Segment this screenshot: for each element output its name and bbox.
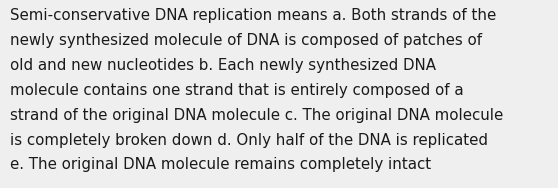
Text: newly synthesized molecule of DNA is composed of patches of: newly synthesized molecule of DNA is com… <box>10 33 482 48</box>
Text: molecule contains one strand that is entirely composed of a: molecule contains one strand that is ent… <box>10 83 464 98</box>
Text: e. The original DNA molecule remains completely intact: e. The original DNA molecule remains com… <box>10 157 431 172</box>
Text: old and new nucleotides b. Each newly synthesized DNA: old and new nucleotides b. Each newly sy… <box>10 58 436 73</box>
Text: Semi-conservative DNA replication means a. Both strands of the: Semi-conservative DNA replication means … <box>10 8 496 24</box>
Text: is completely broken down d. Only half of the DNA is replicated: is completely broken down d. Only half o… <box>10 133 488 148</box>
Text: strand of the original DNA molecule c. The original DNA molecule: strand of the original DNA molecule c. T… <box>10 108 503 123</box>
